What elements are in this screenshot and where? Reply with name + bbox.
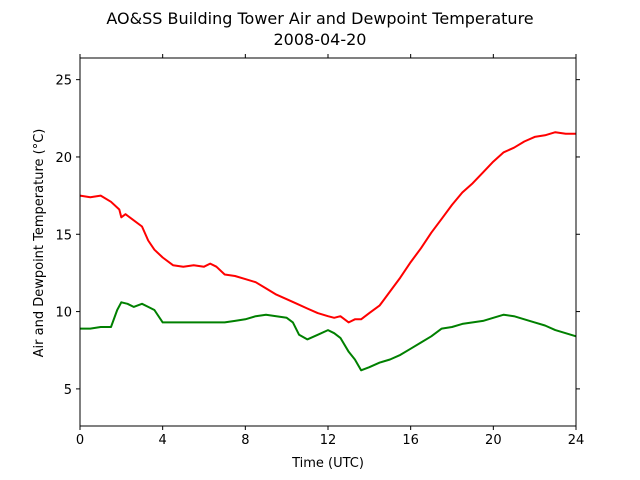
plot-area: 0 4 8 12 16 20 24 5 10 15 20 25 [55, 54, 584, 448]
x-tick-label: 4 [159, 433, 167, 448]
air-temperature-line [79, 131, 576, 324]
chart-title: AO&SS Building Tower Air and Dewpoint Te… [106, 9, 533, 28]
y-tick-label: 25 [55, 74, 72, 89]
y-tick-label: 5 [64, 383, 72, 398]
x-tick-label: 16 [402, 433, 419, 448]
x-tick-label: 0 [76, 433, 84, 448]
x-tick-label: 12 [320, 433, 337, 448]
dewpoint-temperature-line [80, 301, 577, 372]
y-tick-label: 20 [55, 151, 72, 166]
y-tick-label: 10 [55, 306, 72, 321]
x-tick-label: 24 [568, 433, 585, 448]
x-axis-label: Time (UTC) [291, 456, 364, 471]
y-tick-label: 15 [55, 228, 72, 243]
x-tick-label: 20 [485, 433, 502, 448]
y-axis-label: Air and Dewpoint Temperature (°C) [32, 129, 47, 358]
chart-subtitle: 2008-04-20 [274, 30, 367, 49]
plot-frame [79, 57, 577, 427]
x-tick-label: 8 [241, 433, 249, 448]
